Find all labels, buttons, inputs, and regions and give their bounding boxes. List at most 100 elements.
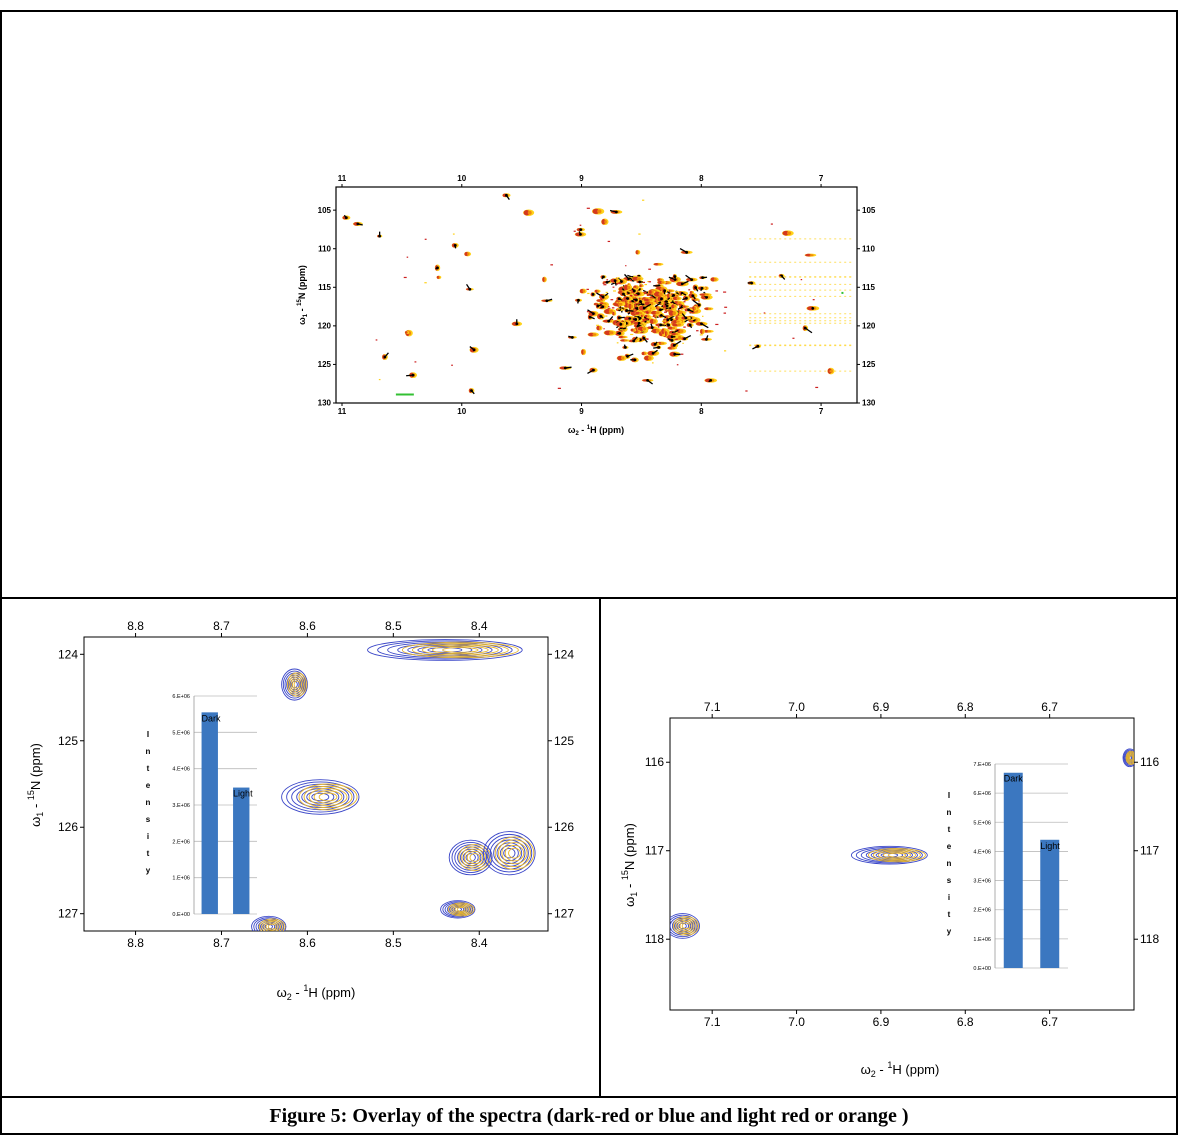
zoom-left-x-tick-label: 8.7 [213,619,230,633]
zoom-left-contour-light [454,905,468,913]
overview-peak-marker [617,316,621,320]
overview-peak [782,230,790,236]
overview-peak [671,332,677,336]
overview-peak [667,346,674,350]
overview-noise [651,316,653,318]
overview-peak [628,303,632,310]
overview-peak-marker [700,286,704,290]
zoom-left-contour-light [456,906,466,912]
overview-peak [644,355,650,361]
overview-noise [685,310,687,312]
zoom-right-inset-y-tick-label: 3.E+06 [973,879,991,885]
overview-peak-marker [670,335,674,339]
overview-peak [669,289,673,292]
zoom-right-contour-light [887,852,907,858]
overview-noise [573,230,576,232]
overview-noise [616,342,619,344]
overview-peak [630,328,634,332]
overview-noise [424,282,427,284]
overview-noise [406,256,409,258]
overview-noise [682,342,684,344]
overview-noise [770,223,773,225]
overview-peak [786,231,792,235]
overview-noise [579,224,582,226]
overview-noise [587,292,590,295]
overview-peak-marker [605,280,609,284]
overview-peak [671,327,676,330]
zoom-right-contour-light [1128,754,1134,762]
overview-y-tick-label: 125 [862,360,876,369]
overview-peak [661,328,665,335]
overview-y-tick-label: 110 [318,244,331,253]
overview-y-tick-label: 120 [318,322,332,331]
overview-peak [651,328,658,334]
overview-peak [436,275,440,279]
overview-peak [636,277,641,281]
overview-peak-marker [515,322,519,326]
overview-peak-marker [592,368,595,372]
overview-peak [641,284,643,287]
overview-noise [684,312,687,314]
overview-noise [652,315,655,318]
overview-peak [592,333,597,336]
zoom-left-contour-light [288,674,306,695]
zoom-right-contour-dark [676,921,690,931]
overview-x-tick-label: 9 [579,174,584,183]
overview-peak-marker [665,304,669,308]
zoom-right-y-tick-label: 116 [1140,755,1159,769]
overview-peak [667,293,670,299]
zoom-right-contour-dark [1123,749,1134,766]
overview-peak [685,305,688,308]
overview-peak-marker [639,300,642,303]
overview-noise [680,353,684,355]
zoom-left-x-tick-label: 8.6 [299,936,316,950]
overview-peak [664,331,668,337]
zoom-left-contour-dark [440,900,476,919]
zoom-right-contour-light [877,850,916,860]
overview-peak [702,329,704,334]
zoom-left-contour-light [313,790,343,804]
overview-noise [607,307,611,309]
zoom-right-contour-light [1129,755,1134,761]
overview-noise [613,290,616,292]
overview-noise [723,312,727,314]
overview-peak-marker [626,354,629,358]
overview-peak-marker [694,286,698,289]
zoom-left-contour-dark [459,848,482,867]
zoom-left-y-axis-label: ω1 - 15N (ppm) [26,743,45,827]
zoom-right-inset-ylabel-letter: n [947,808,952,817]
zoom-left-contour-dark [503,847,516,859]
zoom-left-contour-dark [253,917,285,931]
overview-peak [691,291,694,294]
overview-peak-marker [626,297,630,300]
overview-peak-marker [672,343,676,347]
overview-y-tick-label: 110 [862,244,875,253]
overview-peak [673,304,676,308]
overview-spectrum: 11 11 10 10 9 9 8 8 7 7 105 105 110 110 115 115 120 120 12… [297,174,876,437]
overview-noise [618,277,620,279]
zoom-left-contour-dark [442,901,474,918]
overview-noise [612,286,615,288]
zoom-right-contour-light [679,921,693,931]
overview-x-tick-label: 11 [338,174,347,183]
overview-noise [452,233,455,235]
overview-noise [611,307,615,309]
zoom-left-contour-dark [483,831,536,876]
zoom-right-contour-light [677,919,695,933]
zoom-left-contour-light [267,923,277,930]
overview-peak-marker [436,266,439,270]
overview-peak [676,320,680,323]
zoom-right-inset-y-tick-label: 1.E+06 [973,937,991,943]
overview-peak-marker [613,279,617,283]
overview-noise [600,294,602,296]
overview-peak-marker [637,321,641,325]
overview-noise [800,279,803,281]
overview-x-tick-label: 7 [819,174,824,183]
overview-peak-marker [570,335,574,339]
overview-peak-marker [660,297,663,301]
zoom-left-y-tick-label: 127 [58,907,78,921]
overview-peak [596,299,602,302]
overview-noise [815,386,819,389]
overview-peak-marker [618,331,622,335]
zoom-right-inset-ylabel-letter: t [948,910,951,919]
